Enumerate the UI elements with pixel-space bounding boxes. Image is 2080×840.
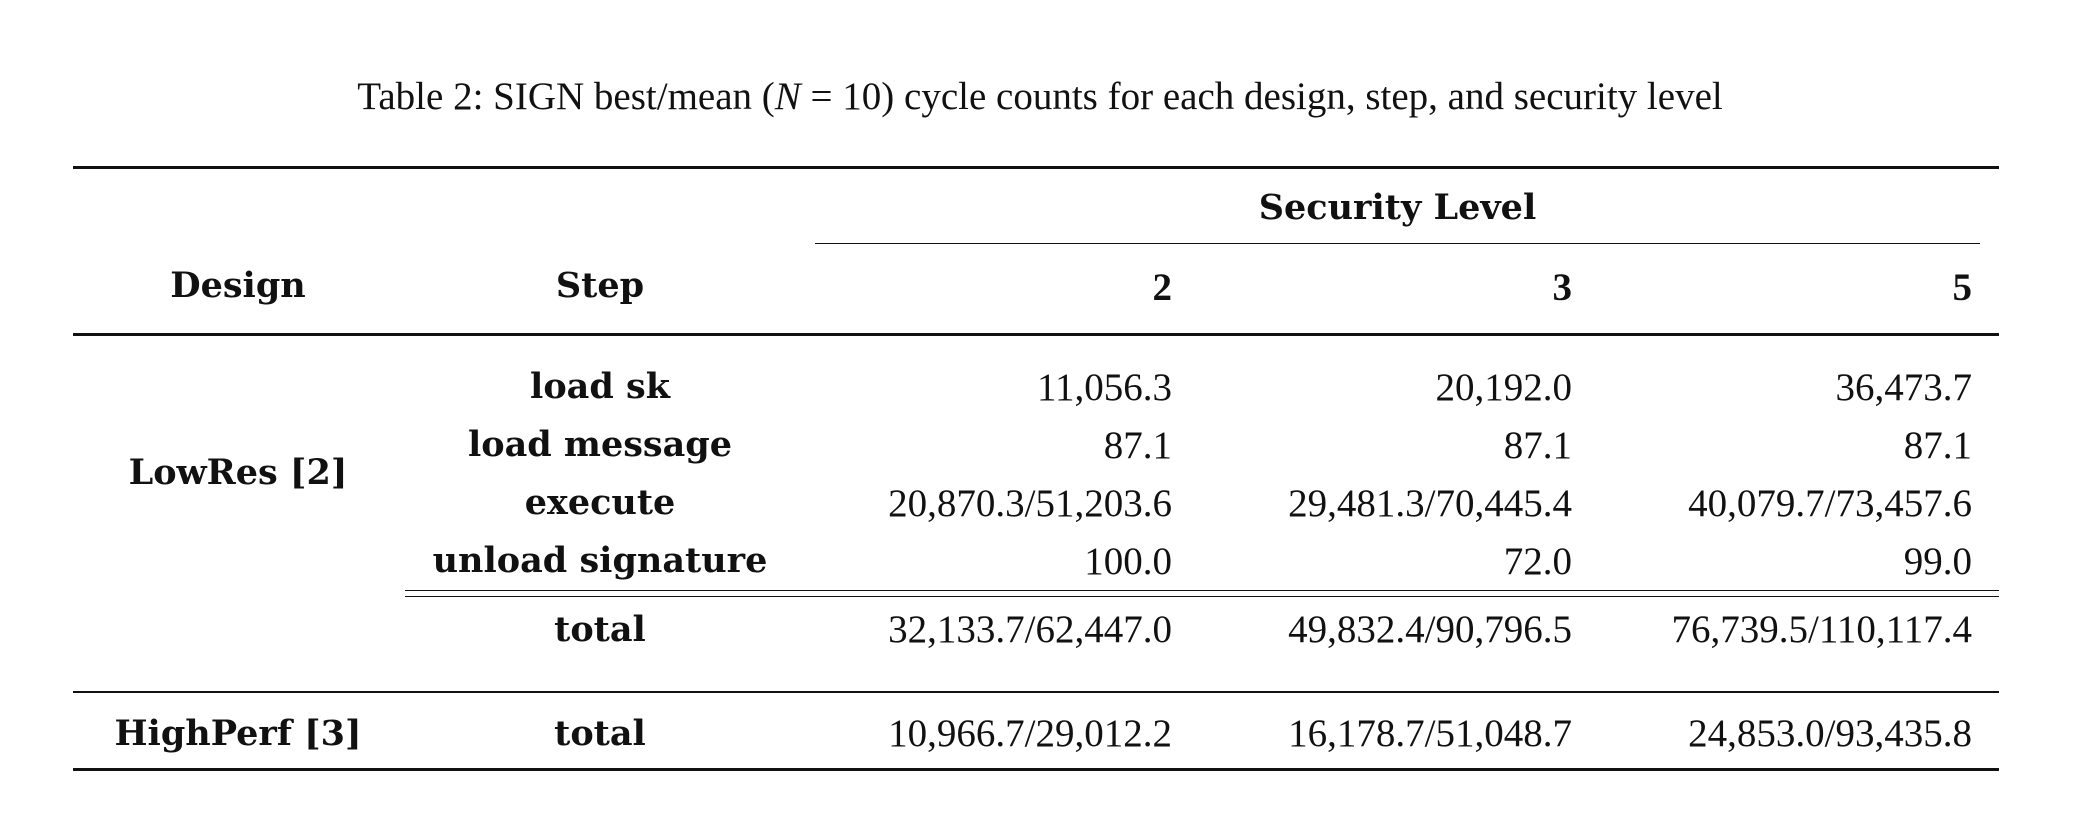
- level-5-header: 5: [1952, 266, 1973, 309]
- table-cell: 32,133.7/62,447.0: [888, 608, 1172, 651]
- security-level-cmidrule: [815, 243, 1980, 244]
- total-double-rule-1: [405, 590, 1999, 591]
- step-total-highperf: total: [554, 713, 646, 754]
- step-execute: execute: [524, 482, 676, 523]
- total-double-rule-2: [405, 596, 1999, 597]
- table-cell: 49,832.4/90,796.5: [1288, 608, 1572, 651]
- table-cell: 87.1: [1903, 424, 1972, 467]
- table-cell: 24,853.0/93,435.8: [1688, 712, 1972, 755]
- table-cell: 20,870.3/51,203.6: [888, 482, 1172, 525]
- step-unload-signature: unload signature: [432, 540, 768, 581]
- level-2-header: 2: [1152, 266, 1173, 309]
- design-highperf: HighPerf [3]: [114, 713, 362, 754]
- security-level-header: Security Level: [1258, 187, 1537, 228]
- table-caption: Table 2: SIGN best/mean (N = 10) cycle c…: [357, 75, 1723, 118]
- table-cell: 20,192.0: [1435, 366, 1573, 409]
- table-cell: 10,966.7/29,012.2: [888, 712, 1172, 755]
- table-cell: 40,079.7/73,457.6: [1688, 482, 1972, 525]
- top-rule: [73, 166, 1999, 169]
- table-cell: 87.1: [1503, 424, 1572, 467]
- design-column-header: Design: [170, 265, 306, 306]
- table-cell: 87.1: [1103, 424, 1172, 467]
- step-total-lowres: total: [554, 609, 646, 650]
- level-3-header: 3: [1552, 266, 1573, 309]
- table-cell: 72.0: [1503, 540, 1572, 583]
- bottom-rule: [73, 768, 1999, 771]
- table-cell: 11,056.3: [1036, 366, 1172, 409]
- header-rule: [73, 333, 1999, 336]
- step-column-header: Step: [555, 265, 645, 306]
- design-lowres: LowRes [2]: [128, 452, 348, 493]
- table-cell: 29,481.3/70,445.4: [1288, 482, 1572, 525]
- step-load-message: load message: [467, 424, 733, 465]
- table-cell: 16,178.7/51,048.7: [1288, 712, 1572, 755]
- table-cell: 36,473.7: [1835, 366, 1973, 409]
- table-cell: 100.0: [1084, 540, 1172, 583]
- table-cell: 99.0: [1903, 540, 1972, 583]
- step-load-sk: load sk: [530, 366, 670, 407]
- group-separator-rule: [73, 691, 1999, 693]
- table-cell: 76,739.5/110,117.4: [1671, 608, 1972, 651]
